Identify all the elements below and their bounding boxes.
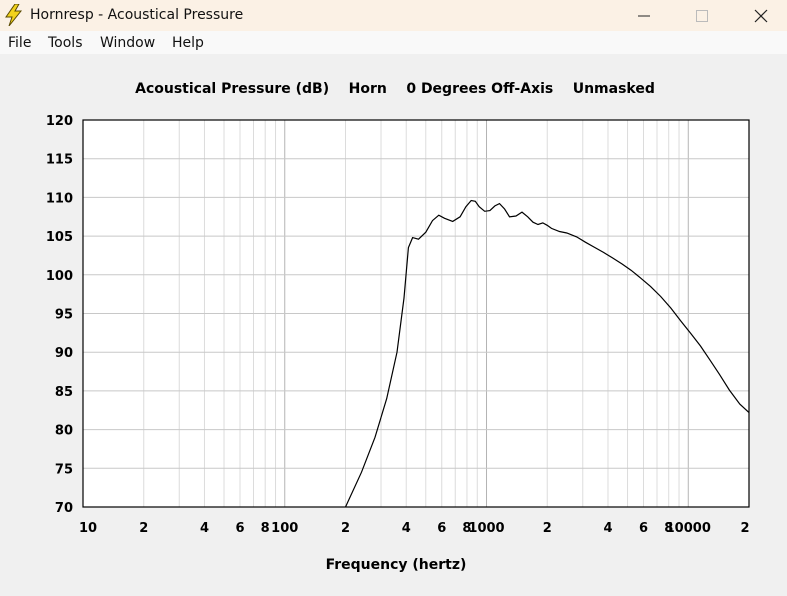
spl-curve xyxy=(344,199,750,508)
minimize-icon xyxy=(638,15,650,16)
x-tick-label: 10 xyxy=(79,521,97,536)
menu-file[interactable]: File xyxy=(8,35,32,51)
maximize-button[interactable] xyxy=(679,0,725,31)
series-layer xyxy=(344,199,750,508)
x-tick-label: 2 xyxy=(543,521,552,536)
x-tick-label: 4 xyxy=(200,521,209,536)
close-button[interactable] xyxy=(738,0,784,31)
chart-title: Acoustical Pressure (dB) Horn 0 Degrees … xyxy=(135,81,655,97)
plot-frame xyxy=(82,119,750,508)
grid xyxy=(83,120,749,507)
y-tick-label: 115 xyxy=(46,153,73,168)
x-tick-label: 2 xyxy=(740,521,749,536)
spl-chart: Acoustical Pressure (dB) Horn 0 Degrees … xyxy=(46,81,750,573)
x-tick-label: 2 xyxy=(341,521,350,536)
y-tick-label: 85 xyxy=(55,385,73,400)
title-bar: Hornresp - Acoustical Pressure xyxy=(0,0,787,31)
menu-help[interactable]: Help xyxy=(172,35,204,51)
x-tick-label: 4 xyxy=(603,521,612,536)
minimize-button[interactable] xyxy=(621,0,667,31)
x-tick-label: 4 xyxy=(402,521,411,536)
y-tick-label: 100 xyxy=(46,269,73,284)
window-title: Hornresp - Acoustical Pressure xyxy=(30,7,244,23)
y-tick-label: 75 xyxy=(55,462,73,477)
close-icon xyxy=(754,9,768,22)
x-tick-label: 6 xyxy=(235,521,244,536)
y-tick-labels: 70 75 80 85 90 95 100 105 110 115 120 xyxy=(46,114,73,516)
y-tick-label: 80 xyxy=(55,424,73,439)
menu-tools[interactable]: Tools xyxy=(48,35,83,51)
y-tick-label: 120 xyxy=(46,114,73,129)
x-tick-label: 10000 xyxy=(666,521,711,536)
x-tick-label: 8 xyxy=(462,521,471,536)
menu-bar: File Tools Window Help xyxy=(0,31,787,54)
maximize-icon xyxy=(696,9,708,22)
x-tick-label: 8 xyxy=(261,521,270,536)
x-tick-label: 2 xyxy=(139,521,148,536)
x-tick-label: 100 xyxy=(271,521,298,536)
y-tick-label: 105 xyxy=(46,230,73,245)
y-tick-label: 90 xyxy=(55,346,73,361)
x-axis-label: Frequency (hertz) xyxy=(326,557,467,573)
x-tick-label: 6 xyxy=(437,521,446,536)
chart-area: Acoustical Pressure (dB) Horn 0 Degrees … xyxy=(0,54,787,591)
y-tick-label: 110 xyxy=(46,191,73,206)
lightning-bolt-icon xyxy=(5,4,23,26)
x-tick-label: 6 xyxy=(639,521,648,536)
x-tick-label: 8 xyxy=(664,521,673,536)
menu-window[interactable]: Window xyxy=(100,35,156,51)
y-tick-label: 95 xyxy=(55,308,73,323)
y-tick-label: 70 xyxy=(55,501,73,516)
x-tick-label: 1000 xyxy=(468,521,504,536)
